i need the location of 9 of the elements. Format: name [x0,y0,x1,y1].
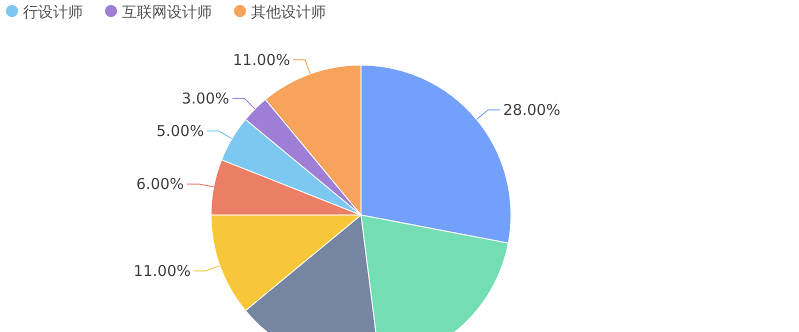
data-label: 28.00% [503,100,560,119]
data-label: 3.00% [182,89,230,108]
data-label: 11.00% [232,50,290,69]
data-label: 6.00% [136,175,184,194]
legend-label: 行设计师 [23,3,83,21]
legend-label: 其他设计师 [251,3,326,21]
data-label: 5.00% [156,122,204,140]
data-label: 11.00% [134,262,191,280]
legend-label: 互联网设计师 [122,3,212,21]
